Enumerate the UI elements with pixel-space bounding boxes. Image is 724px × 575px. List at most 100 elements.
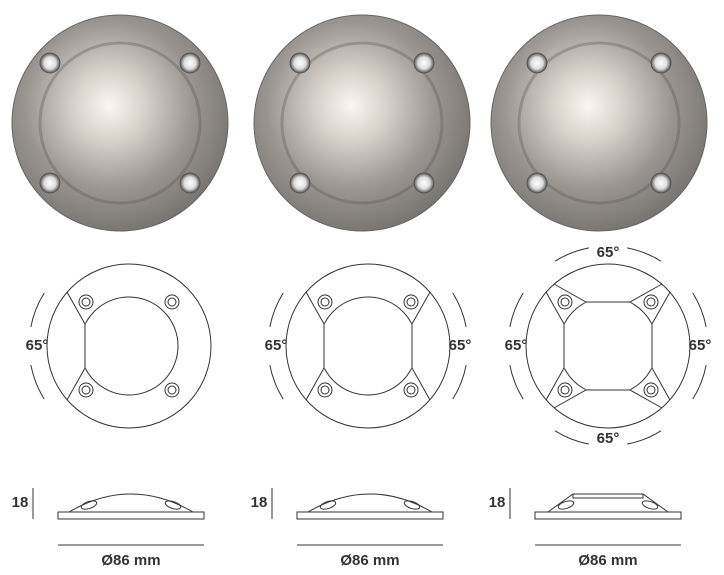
hole-outer <box>78 382 94 398</box>
tab <box>411 291 431 401</box>
hole-outer <box>643 294 659 310</box>
angle-arc <box>452 364 467 400</box>
profile-lens <box>319 500 337 510</box>
outer-ring <box>46 263 212 429</box>
profile-lens <box>80 500 98 510</box>
screw-hole <box>650 52 672 74</box>
hole-inner <box>320 385 330 395</box>
tab <box>66 291 86 401</box>
hole-outer <box>317 382 333 398</box>
tab-edge <box>553 283 663 303</box>
tab <box>305 291 325 401</box>
diameter-label: Ø86 mm <box>340 552 399 569</box>
hole-inner <box>406 297 416 307</box>
product-photo <box>490 14 708 232</box>
hole-inner <box>646 385 656 395</box>
profile-base <box>534 511 682 520</box>
photo-ring <box>38 41 202 205</box>
hole-outer <box>643 382 659 398</box>
tab-mask <box>78 323 86 369</box>
angle-arc <box>554 247 590 262</box>
hole-inner <box>81 385 91 395</box>
tab-mask <box>585 389 631 397</box>
angle-arc <box>626 430 662 445</box>
diameter-label: Ø86 mm <box>578 552 637 569</box>
tab-edge <box>411 291 431 401</box>
hole-outer <box>403 382 419 398</box>
hole-inner <box>646 297 656 307</box>
tab-mask <box>557 323 565 369</box>
profile-lens <box>557 500 575 510</box>
angle-arc <box>509 292 524 328</box>
screw-hole <box>526 52 548 74</box>
outer-ring <box>285 263 451 429</box>
angle-label: 65° <box>265 337 288 354</box>
angle-arc <box>269 292 284 328</box>
product-photo <box>11 14 229 232</box>
hole-outer <box>78 294 94 310</box>
hole-outer <box>403 294 419 310</box>
screw-hole <box>289 52 311 74</box>
tab-edge <box>66 291 86 401</box>
tab-edge <box>545 291 565 401</box>
profile-base <box>296 511 444 520</box>
angle-label: 65° <box>505 337 528 354</box>
hole-inner <box>167 297 177 307</box>
angle-label: 65° <box>449 337 472 354</box>
hole-inner <box>81 297 91 307</box>
angle-label: 65° <box>689 337 712 354</box>
diameter-label: Ø86 mm <box>101 552 160 569</box>
tab <box>553 389 663 409</box>
angle-label: 65° <box>597 430 620 447</box>
angle-label: 65° <box>26 337 49 354</box>
hole-outer <box>557 294 573 310</box>
hole-outer <box>557 382 573 398</box>
top-view: 65° 65° <box>265 263 472 429</box>
outer-ring <box>525 263 691 429</box>
tab <box>545 291 565 401</box>
screw-hole <box>289 172 311 194</box>
angle-label: 65° <box>597 244 620 261</box>
profile-base <box>57 511 205 520</box>
angle-arc <box>452 292 467 328</box>
photo-ring <box>517 41 681 205</box>
tab-mask <box>317 323 325 369</box>
angle-arc <box>30 292 45 328</box>
angle-arc <box>509 364 524 400</box>
photo-ring <box>280 41 444 205</box>
hole-outer <box>317 294 333 310</box>
screw-hole <box>413 52 435 74</box>
profile-top <box>572 493 644 499</box>
tab-edge <box>651 291 671 401</box>
screw-hole <box>526 172 548 194</box>
tab <box>553 283 663 303</box>
top-view: 65° 65° 65° 65° <box>505 244 712 447</box>
hole-inner <box>320 297 330 307</box>
tab <box>651 291 671 401</box>
height-label: 18 <box>489 494 506 511</box>
angle-arc <box>30 364 45 400</box>
height-label: 18 <box>251 494 268 511</box>
profile-lens <box>403 500 421 510</box>
hole-inner <box>167 385 177 395</box>
inner-opening <box>558 296 658 396</box>
angle-arc <box>692 364 707 400</box>
profile-dome <box>547 493 669 513</box>
angle-arc <box>554 430 590 445</box>
hole-inner <box>560 297 570 307</box>
angle-arc <box>626 247 662 262</box>
screw-hole <box>179 52 201 74</box>
tab-mask <box>651 323 659 369</box>
inner-opening <box>79 296 179 396</box>
angle-arc <box>692 292 707 328</box>
screw-hole <box>650 172 672 194</box>
hole-outer <box>164 382 180 398</box>
tab-edge <box>305 291 325 401</box>
screw-hole <box>413 172 435 194</box>
height-label: 18 <box>12 494 29 511</box>
screw-hole <box>39 172 61 194</box>
tab-mask <box>411 323 419 369</box>
profile-lens <box>164 500 182 510</box>
hole-inner <box>406 385 416 395</box>
